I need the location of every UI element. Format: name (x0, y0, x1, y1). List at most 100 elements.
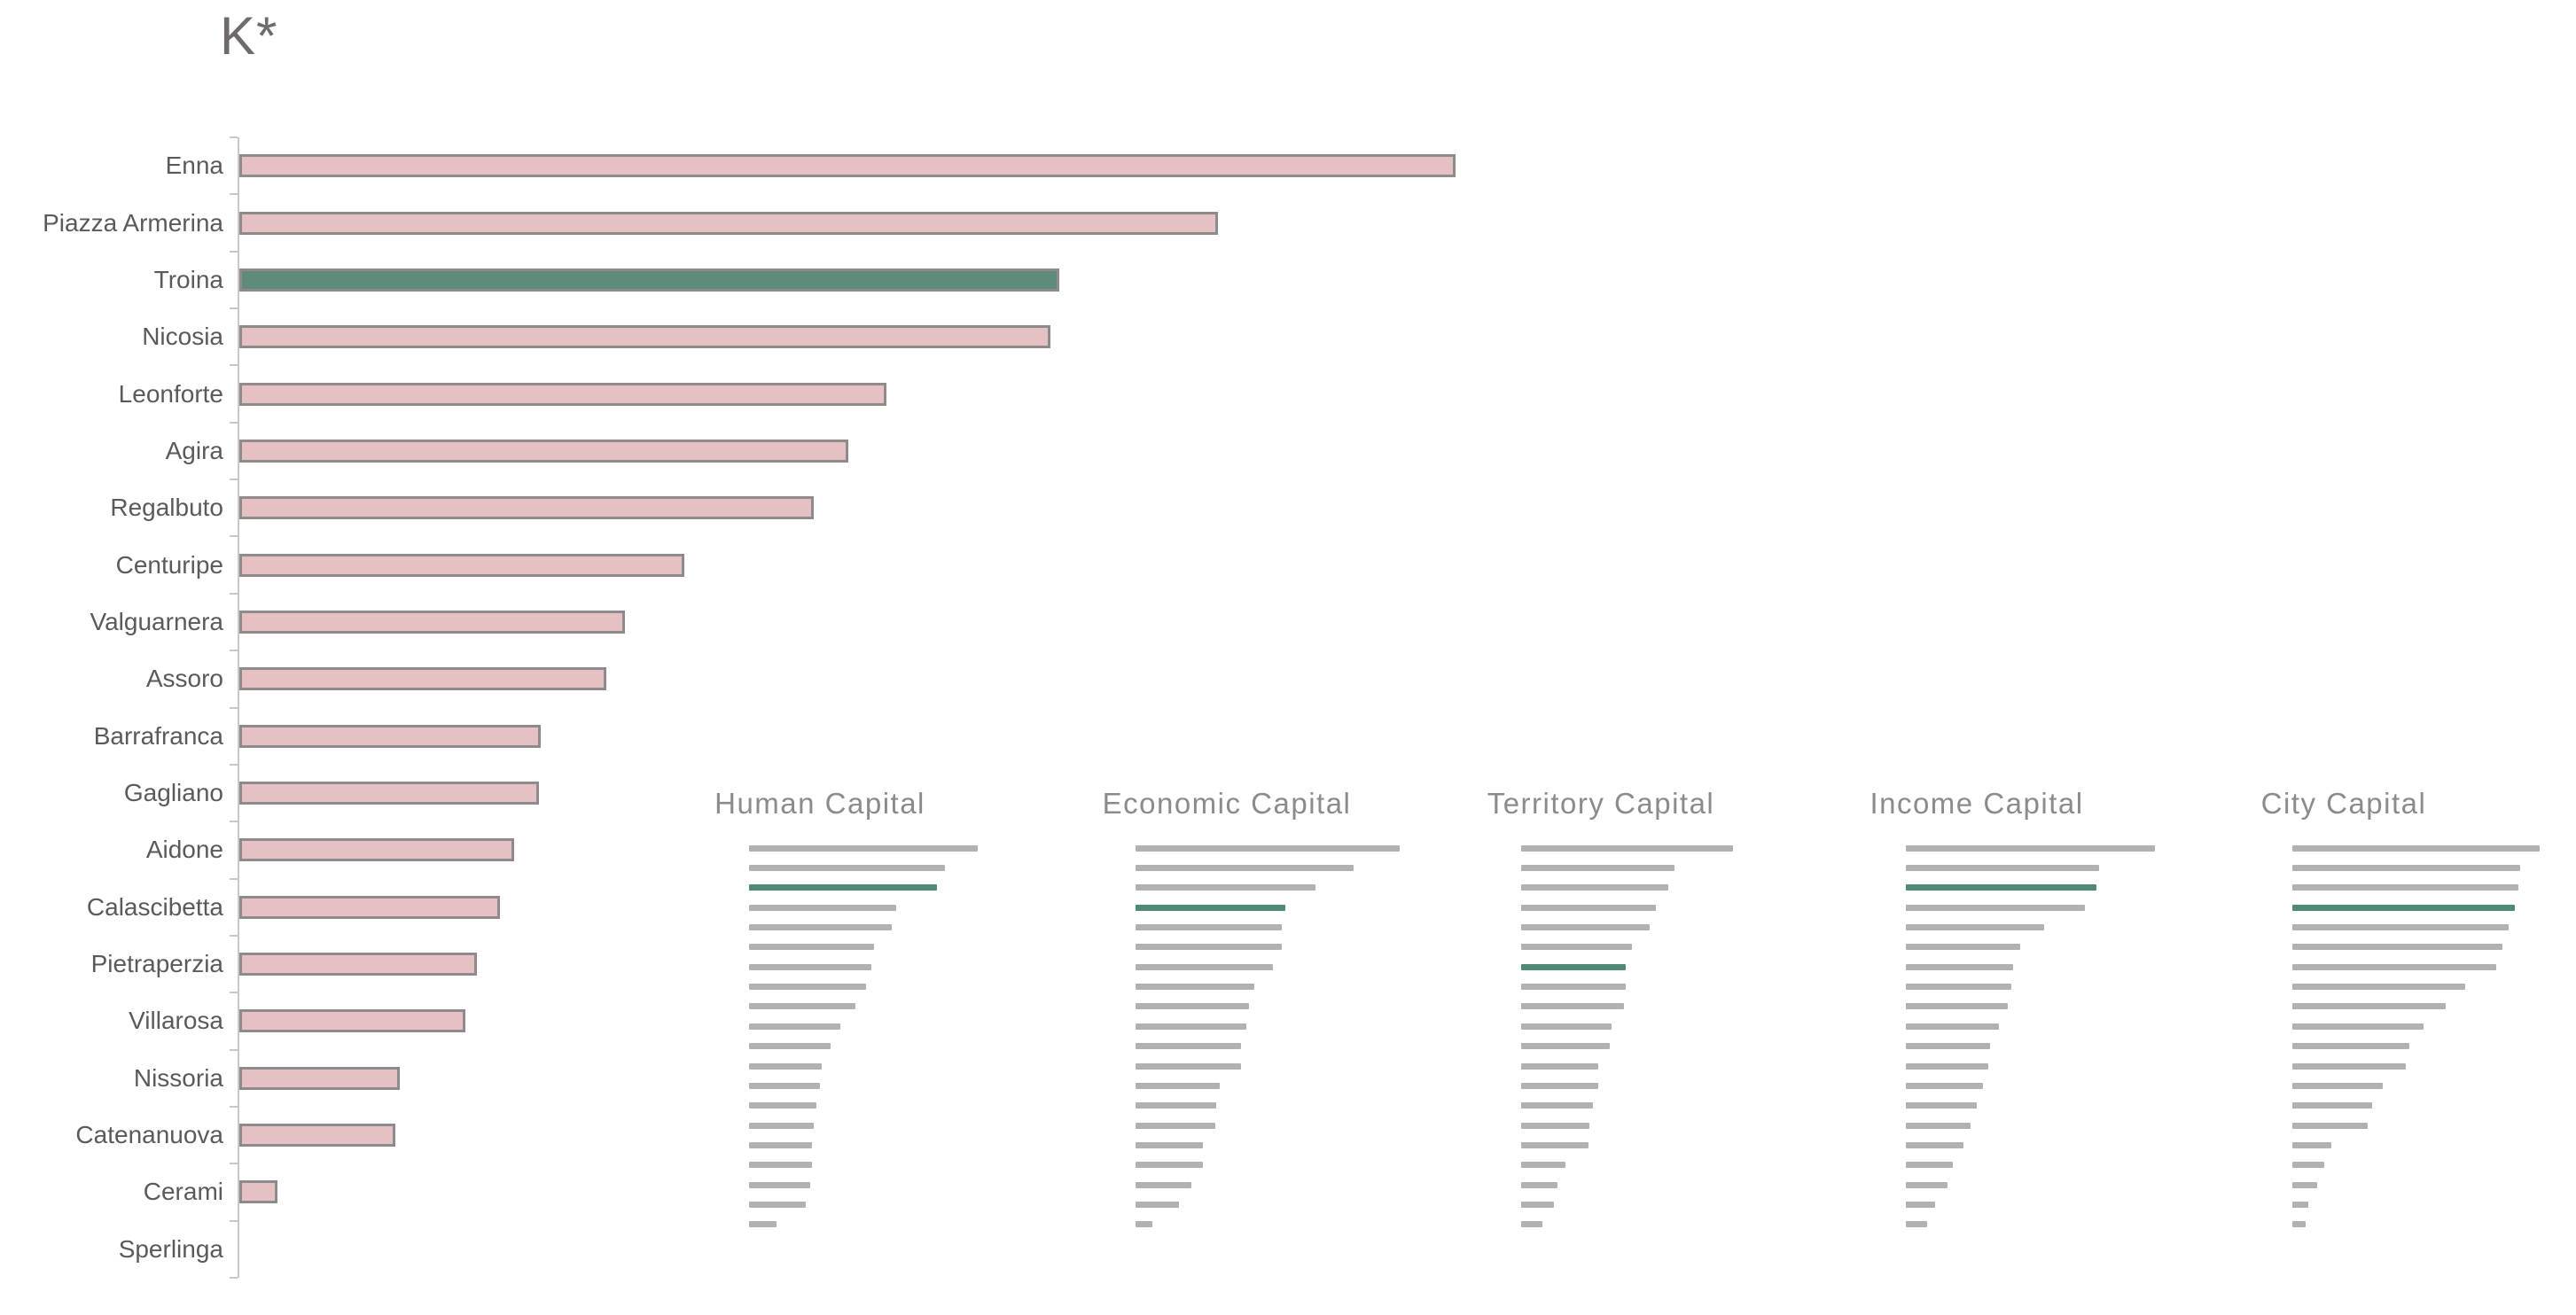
y-axis-tick (230, 421, 238, 424)
category-label-leonforte: Leonforte (118, 379, 223, 408)
human-capital-title: Human Capital (714, 787, 925, 820)
category-label-agira: Agira (165, 436, 223, 464)
y-axis-tick (230, 706, 238, 709)
y-axis-tick (230, 934, 238, 937)
human-capital-bar-rank-3 (749, 884, 937, 891)
income-capital-bar-rank-19 (1906, 1201, 1936, 1208)
category-label-piazza-armerina: Piazza Armerina (43, 208, 223, 237)
economic-capital-bar-rank-14 (1136, 1102, 1217, 1109)
k-bar-agira (239, 439, 849, 463)
y-axis-tick (230, 250, 238, 253)
economic-capital-bar-rank-9 (1136, 1003, 1250, 1010)
income-capital-title: Income Capital (1870, 787, 2084, 820)
economic-capital-title: Economic Capital (1102, 787, 1352, 820)
city-capital-bar-rank-6 (2292, 944, 2503, 951)
income-capital-bar-rank-5 (1906, 924, 2044, 931)
main-chart-title: K* (220, 6, 278, 66)
territory-capital-bar-rank-3 (1521, 884, 1668, 891)
income-capital-bar-rank-20 (1906, 1221, 1928, 1228)
city-capital-bar-rank-8 (2292, 984, 2465, 991)
k-bar-valguarnera (239, 610, 625, 634)
territory-capital-bar-rank-20 (1521, 1221, 1542, 1228)
economic-capital-bar-rank-4 (1136, 904, 1285, 911)
income-capital-bar-rank-10 (1906, 1023, 1999, 1030)
economic-capital-bar-rank-8 (1136, 984, 1254, 991)
territory-capital-bar-rank-4 (1521, 904, 1656, 911)
category-label-valguarnera: Valguarnera (90, 607, 223, 635)
city-capital-bar-rank-19 (2292, 1201, 2309, 1208)
human-capital-bar-rank-13 (749, 1082, 820, 1089)
human-capital-bar-rank-4 (749, 904, 896, 911)
territory-capital-bar-rank-19 (1521, 1201, 1555, 1208)
economic-capital-bar-rank-17 (1136, 1162, 1203, 1169)
category-label-centuripe: Centuripe (115, 550, 223, 579)
y-axis-tick (230, 193, 238, 196)
city-capital-bar-rank-13 (2292, 1082, 2383, 1089)
k-bar-enna (239, 154, 1456, 178)
territory-capital-bar-rank-2 (1521, 865, 1675, 872)
economic-capital-bar-rank-20 (1136, 1221, 1153, 1228)
income-capital-bar-rank-6 (1906, 944, 2020, 951)
city-capital-bar-rank-9 (2292, 1003, 2446, 1010)
human-capital-bar-rank-16 (749, 1141, 813, 1148)
income-capital-bar-rank-16 (1906, 1141, 1964, 1148)
y-axis-tick (230, 592, 238, 595)
human-capital-bar-rank-5 (749, 924, 892, 931)
y-axis-tick (230, 364, 238, 367)
territory-capital-bar-rank-14 (1521, 1102, 1593, 1109)
economic-capital-bar-rank-19 (1136, 1201, 1180, 1208)
human-capital-bar-rank-9 (749, 1003, 855, 1010)
territory-capital-bar-rank-1 (1521, 844, 1733, 852)
city-capital-bar-rank-18 (2292, 1181, 2318, 1188)
k-bar-centuripe (239, 553, 685, 577)
y-axis-tick (230, 992, 238, 994)
human-capital-bar-rank-19 (749, 1201, 806, 1208)
k-bar-nissoria (239, 1066, 401, 1090)
category-label-calascibetta: Calascibetta (86, 892, 223, 921)
human-capital-bar-rank-14 (749, 1102, 817, 1109)
economic-capital-bar-rank-15 (1136, 1122, 1215, 1129)
city-capital-bar-rank-7 (2292, 963, 2496, 970)
category-label-gagliano: Gagliano (123, 779, 223, 807)
city-capital-bar-rank-5 (2292, 924, 2509, 931)
economic-capital-bar-rank-3 (1136, 884, 1316, 891)
y-axis-tick (230, 1277, 238, 1279)
k-bar-villarosa (239, 1009, 466, 1033)
territory-capital-bar-rank-12 (1521, 1062, 1599, 1070)
y-axis-line (238, 137, 239, 1278)
income-capital-bar-rank-2 (1906, 865, 2100, 872)
income-capital-bar-rank-9 (1906, 1003, 2009, 1010)
income-capital-bar-rank-1 (1906, 844, 2155, 852)
city-capital-bar-rank-12 (2292, 1062, 2407, 1070)
y-axis-tick (230, 307, 238, 310)
territory-capital-title: Territory Capital (1487, 787, 1715, 820)
city-capital-bar-rank-4 (2292, 904, 2515, 911)
k-bar-piazza-armerina (239, 211, 1219, 235)
category-label-enna: Enna (165, 152, 223, 180)
human-capital-bar-rank-8 (749, 984, 867, 991)
human-capital-bar-rank-15 (749, 1122, 814, 1129)
city-capital-bar-rank-14 (2292, 1102, 2372, 1109)
income-capital-bar-rank-14 (1906, 1102, 1978, 1109)
city-capital-bar-rank-17 (2292, 1162, 2324, 1169)
territory-capital-bar-rank-6 (1521, 944, 1632, 951)
y-axis-tick (230, 650, 238, 652)
k-bar-calascibetta (239, 895, 500, 919)
k-bar-regalbuto (239, 496, 814, 520)
economic-capital-bar-rank-10 (1136, 1023, 1246, 1030)
y-axis-tick (230, 877, 238, 880)
income-capital-bar-rank-11 (1906, 1043, 1991, 1050)
y-axis-tick (230, 1048, 238, 1051)
income-capital-bar-rank-4 (1906, 904, 2085, 911)
economic-capital-bar-rank-5 (1136, 924, 1283, 931)
category-label-aidone: Aidone (145, 836, 223, 864)
territory-capital-bar-rank-17 (1521, 1162, 1565, 1169)
category-label-pietraperzia: Pietraperzia (90, 950, 223, 978)
y-axis-tick (230, 763, 238, 766)
territory-capital-bar-rank-13 (1521, 1082, 1598, 1089)
category-label-assoro: Assoro (145, 665, 223, 693)
income-capital-bar-rank-15 (1906, 1122, 1971, 1129)
category-label-nissoria: Nissoria (133, 1063, 223, 1092)
